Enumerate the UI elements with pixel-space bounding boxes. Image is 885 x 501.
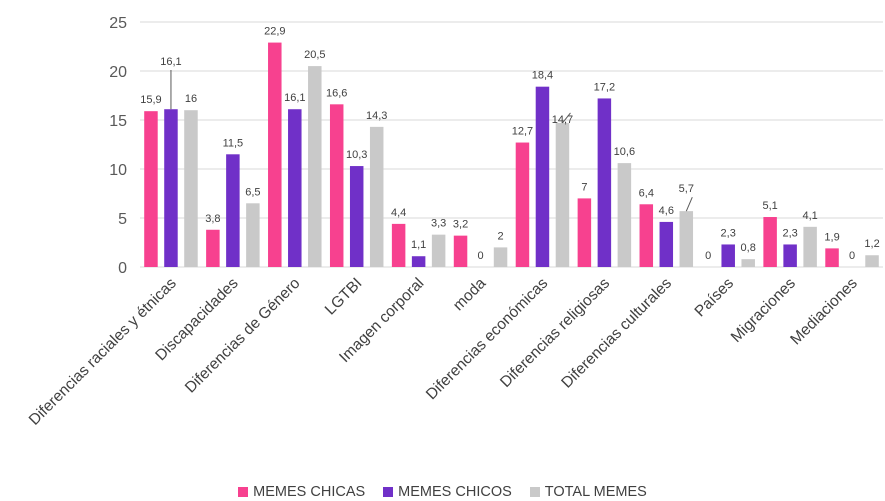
legend-swatch-chicos [383, 486, 394, 497]
data-label: 22,9 [264, 26, 285, 38]
bar [453, 235, 468, 267]
data-label: 2 [497, 230, 503, 242]
category-label: moda [450, 275, 490, 315]
data-label: 5,1 [762, 200, 777, 212]
bar [246, 203, 260, 267]
legend-swatch-chicas [238, 486, 249, 497]
bar [431, 234, 446, 267]
bar [391, 223, 406, 267]
bar [659, 221, 674, 267]
bar [369, 126, 384, 267]
bar [577, 198, 592, 267]
bar [493, 247, 508, 267]
category-label: Diferencias religiosas [497, 275, 613, 391]
data-label: 4,6 [659, 205, 674, 217]
data-label: 15,9 [140, 94, 161, 106]
data-label: 2,3 [721, 227, 736, 239]
bar [803, 226, 817, 267]
data-label: 11,5 [223, 137, 244, 149]
legend-item-total: TOTAL MEMES [529, 483, 647, 500]
data-label: 4,4 [391, 207, 406, 219]
bar [617, 163, 632, 267]
legend-swatch-total [529, 486, 540, 497]
data-label: 12,7 [512, 126, 533, 138]
data-label: 7 [581, 181, 587, 193]
data-label: 16,6 [326, 87, 347, 99]
data-label: 1,2 [864, 238, 879, 250]
bar [865, 255, 879, 267]
data-label: 1,9 [824, 231, 839, 243]
bar [308, 66, 322, 267]
data-label: 3,3 [431, 218, 446, 230]
data-label: 17,2 [594, 81, 615, 93]
bar [535, 86, 550, 268]
bar [597, 98, 612, 267]
legend-item-chicas: MEMES CHICAS [238, 484, 365, 500]
bar [288, 109, 302, 267]
legend-label-chicos: MEMES CHICOS [398, 483, 512, 500]
leader-line [562, 112, 571, 124]
bar [144, 111, 158, 268]
bar [741, 259, 755, 267]
bar [721, 244, 735, 267]
data-label: 6,5 [245, 186, 260, 198]
bar [679, 211, 694, 267]
data-label: 0,8 [741, 242, 756, 254]
data-label: 18,4 [532, 70, 553, 82]
data-label: 0 [705, 250, 711, 262]
data-label: 1,1 [411, 239, 426, 251]
category-label: Países [692, 275, 738, 321]
category-label: LGTBI [322, 275, 366, 319]
y-tick-label: 20 [109, 64, 127, 81]
data-label: 16 [185, 93, 197, 105]
data-label: 0 [477, 250, 483, 262]
data-label: 10,6 [614, 146, 635, 158]
data-label: 3,2 [453, 219, 468, 231]
data-label: 3,8 [205, 213, 220, 225]
bar [268, 42, 282, 267]
bar [184, 110, 198, 267]
y-tick-label: 15 [109, 113, 127, 130]
bar [349, 166, 364, 267]
bar [411, 256, 426, 267]
legend-item-chicos: MEMES CHICOS [383, 484, 512, 500]
category-label: Mediaciones [787, 275, 861, 349]
data-label: 0 [849, 250, 855, 262]
data-label: 4,1 [802, 210, 817, 222]
bar [763, 217, 777, 267]
y-tick-label: 0 [118, 260, 127, 277]
data-label: 16,1 [284, 92, 305, 104]
data-label: 6,4 [639, 187, 654, 199]
bar [555, 122, 570, 267]
legend-label-total: TOTAL MEMES [544, 483, 647, 500]
category-label: Diferencias de Género [182, 275, 304, 397]
data-label: 14,3 [366, 110, 387, 122]
bar [783, 244, 797, 267]
y-tick-label: 10 [109, 162, 127, 179]
bar [515, 142, 530, 267]
category-label: Diferencias económicas [423, 275, 552, 404]
bar [206, 229, 220, 267]
bar [164, 109, 178, 267]
data-label: 10,3 [346, 149, 367, 161]
bar [329, 104, 344, 267]
category-label: Diferencias culturales [558, 275, 675, 392]
bar [639, 204, 654, 267]
data-label: 2,3 [782, 227, 797, 239]
y-tick-label: 5 [118, 211, 127, 228]
legend: MEMES CHICAS MEMES CHICOS TOTAL MEMES [0, 482, 885, 501]
bar [226, 154, 240, 267]
bar [825, 248, 839, 267]
data-label: 16,1 [160, 56, 181, 68]
data-label: 14,7 [552, 114, 573, 126]
y-tick-label: 25 [109, 15, 127, 32]
data-label: 20,5 [304, 49, 325, 61]
leader-line [685, 196, 693, 212]
legend-label-chicas: MEMES CHICAS [253, 483, 366, 500]
data-label: 5,7 [679, 183, 694, 195]
